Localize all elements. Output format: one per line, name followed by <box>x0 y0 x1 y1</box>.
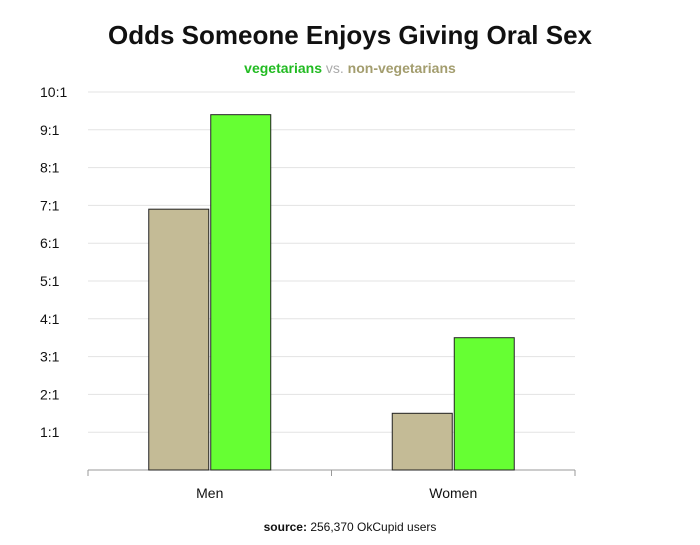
bar-women-vegetarians <box>453 337 515 471</box>
bar-men-vegetarians <box>210 114 272 471</box>
y-tick-label: 8:1 <box>40 160 60 176</box>
legend-vegetarians: vegetarians <box>244 60 322 76</box>
legend-non-vegetarians: non-vegetarians <box>347 60 456 76</box>
y-tick-label: 3:1 <box>40 349 60 365</box>
y-tick-label: 4:1 <box>40 311 60 327</box>
y-tick-label: 9:1 <box>40 122 60 138</box>
chart-subtitle: vegetarians vs. non-vegetarians <box>0 60 700 76</box>
source-text: 256,370 OkCupid users <box>310 520 437 534</box>
y-tick-label: 5:1 <box>40 273 60 289</box>
source-label: source: <box>263 520 307 534</box>
y-tick-label: 10:1 <box>40 84 67 100</box>
y-tick-label: 2:1 <box>40 386 60 402</box>
y-tick-label: 6:1 <box>40 235 60 251</box>
axis-labels: 1:1 2:1 3:1 4:1 5:1 6:1 7:1 8:1 9:1 10:1 Men Women <box>40 84 477 501</box>
y-tick-label: 1:1 <box>40 424 60 440</box>
bar-men-non-vegetarians <box>148 208 210 471</box>
bar-women-non-vegetarians <box>391 412 453 471</box>
bars <box>148 114 515 471</box>
chart-title: Odds Someone Enjoys Giving Oral Sex <box>107 20 593 50</box>
axes <box>87 469 576 476</box>
x-category-label: Women <box>429 485 477 501</box>
x-category-label: Men <box>196 485 223 501</box>
y-tick-label: 7:1 <box>40 197 60 213</box>
legend-separator: vs. <box>325 60 344 76</box>
source-note: source: 256,370 OkCupid users <box>0 520 700 534</box>
